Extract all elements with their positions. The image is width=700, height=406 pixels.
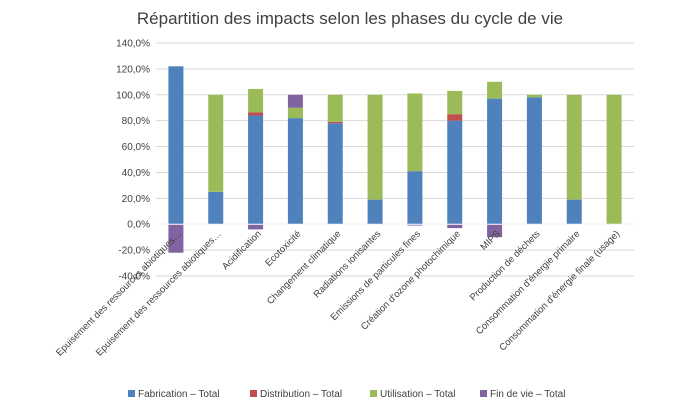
bar-segment — [287, 107, 303, 119]
bar-segment — [248, 115, 264, 225]
legend-label: Fin de vie – Total — [490, 389, 565, 400]
legend-label: Utilisation – Total — [380, 389, 455, 400]
x-category-label: Changement climatique — [265, 229, 343, 307]
bar-segment — [287, 94, 303, 108]
bar-segment — [407, 171, 423, 225]
y-tick-label: -20,0% — [118, 246, 150, 257]
y-axis: -40,0% -20,0% 0,0% 20,0% 40,0% 60,0% 80,0% 100,… — [116, 39, 150, 283]
bar-segment — [407, 224, 423, 226]
legend-label: Distribution – Total — [260, 389, 342, 400]
bar-segment — [487, 224, 503, 238]
bar-segment — [168, 224, 184, 253]
bars — [156, 66, 634, 253]
bar-segment — [367, 199, 383, 225]
bar-segment — [566, 199, 582, 225]
y-tick-label: 40,0% — [122, 168, 150, 179]
y-tick-label: 140,0% — [116, 39, 150, 50]
legend-swatch — [370, 390, 377, 397]
x-category-label: Production de déchets — [468, 228, 543, 303]
y-tick-label: -40,0% — [118, 272, 150, 283]
y-tick-label: 80,0% — [122, 116, 150, 127]
bar-segment — [248, 112, 264, 116]
x-category-label: Ecotoxicité — [263, 229, 303, 269]
bar-segment — [208, 191, 224, 225]
legend: Fabrication – Total Distribution – Total U… — [128, 389, 565, 400]
bar-segment — [327, 94, 343, 122]
bar-segment — [327, 123, 343, 225]
bar-segment — [487, 98, 503, 225]
legend-swatch — [128, 390, 135, 397]
bar-segment — [367, 94, 383, 200]
bar-segment — [447, 90, 463, 115]
bar-segment — [248, 88, 264, 113]
legend-label: Fabrication – Total — [138, 389, 220, 400]
y-tick-label: 20,0% — [122, 194, 150, 205]
bar-segment — [447, 114, 463, 121]
bar-segment — [407, 93, 423, 172]
legend-swatch — [250, 390, 257, 397]
y-tick-label: 60,0% — [122, 142, 150, 153]
bar-segment — [606, 94, 622, 225]
chart-title: Répartition des impacts selon les phases… — [137, 9, 563, 28]
bar-segment — [287, 118, 303, 225]
y-tick-label: 0,0% — [127, 220, 150, 231]
bar-segment — [526, 97, 542, 225]
x-category-label: Radiations ionisantes — [312, 228, 384, 300]
bar-segment — [487, 81, 503, 99]
y-tick-label: 120,0% — [116, 64, 150, 75]
bar-segment — [526, 94, 542, 98]
legend-swatch — [480, 390, 487, 397]
bar-segment — [327, 121, 343, 124]
bar-segment — [168, 66, 184, 225]
bar-segment — [248, 224, 264, 230]
bar-segment — [208, 94, 224, 192]
bar-segment — [447, 224, 463, 229]
bar-segment — [566, 94, 582, 200]
y-tick-label: 100,0% — [116, 90, 150, 101]
bar-segment — [447, 120, 463, 225]
